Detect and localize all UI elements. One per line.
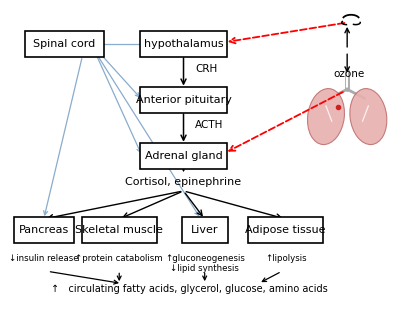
Text: CRH: CRH: [195, 64, 217, 74]
Text: ↑lipolysis: ↑lipolysis: [265, 254, 306, 263]
Text: Anterior pituitary: Anterior pituitary: [136, 95, 232, 105]
Text: hypothalamus: hypothalamus: [144, 39, 223, 49]
Text: ↓insulin release: ↓insulin release: [9, 254, 78, 263]
FancyBboxPatch shape: [140, 87, 227, 113]
Ellipse shape: [350, 89, 387, 145]
Text: ↑   circulating fatty acids, glycerol, glucose, amino acids: ↑ circulating fatty acids, glycerol, glu…: [51, 284, 328, 294]
Text: Adipose tissue: Adipose tissue: [245, 225, 326, 235]
Text: ↑gluconeogenesis
↓lipid synthesis: ↑gluconeogenesis ↓lipid synthesis: [165, 254, 245, 273]
Text: Cortisol, epinephrine: Cortisol, epinephrine: [126, 177, 242, 188]
Text: ozone: ozone: [334, 69, 365, 79]
Text: Skeletal muscle: Skeletal muscle: [75, 225, 163, 235]
Ellipse shape: [308, 89, 344, 145]
FancyBboxPatch shape: [182, 218, 228, 243]
FancyBboxPatch shape: [82, 218, 157, 243]
FancyBboxPatch shape: [25, 31, 104, 57]
Text: ACTH: ACTH: [195, 121, 224, 130]
FancyBboxPatch shape: [248, 218, 323, 243]
Text: Liver: Liver: [191, 225, 218, 235]
Text: Spinal cord: Spinal cord: [33, 39, 95, 49]
FancyBboxPatch shape: [140, 31, 227, 57]
FancyBboxPatch shape: [14, 218, 74, 243]
Text: ↑protein catabolism: ↑protein catabolism: [76, 254, 163, 263]
Text: Adrenal gland: Adrenal gland: [145, 151, 222, 161]
Text: Pancreas: Pancreas: [19, 225, 69, 235]
FancyBboxPatch shape: [140, 143, 227, 169]
